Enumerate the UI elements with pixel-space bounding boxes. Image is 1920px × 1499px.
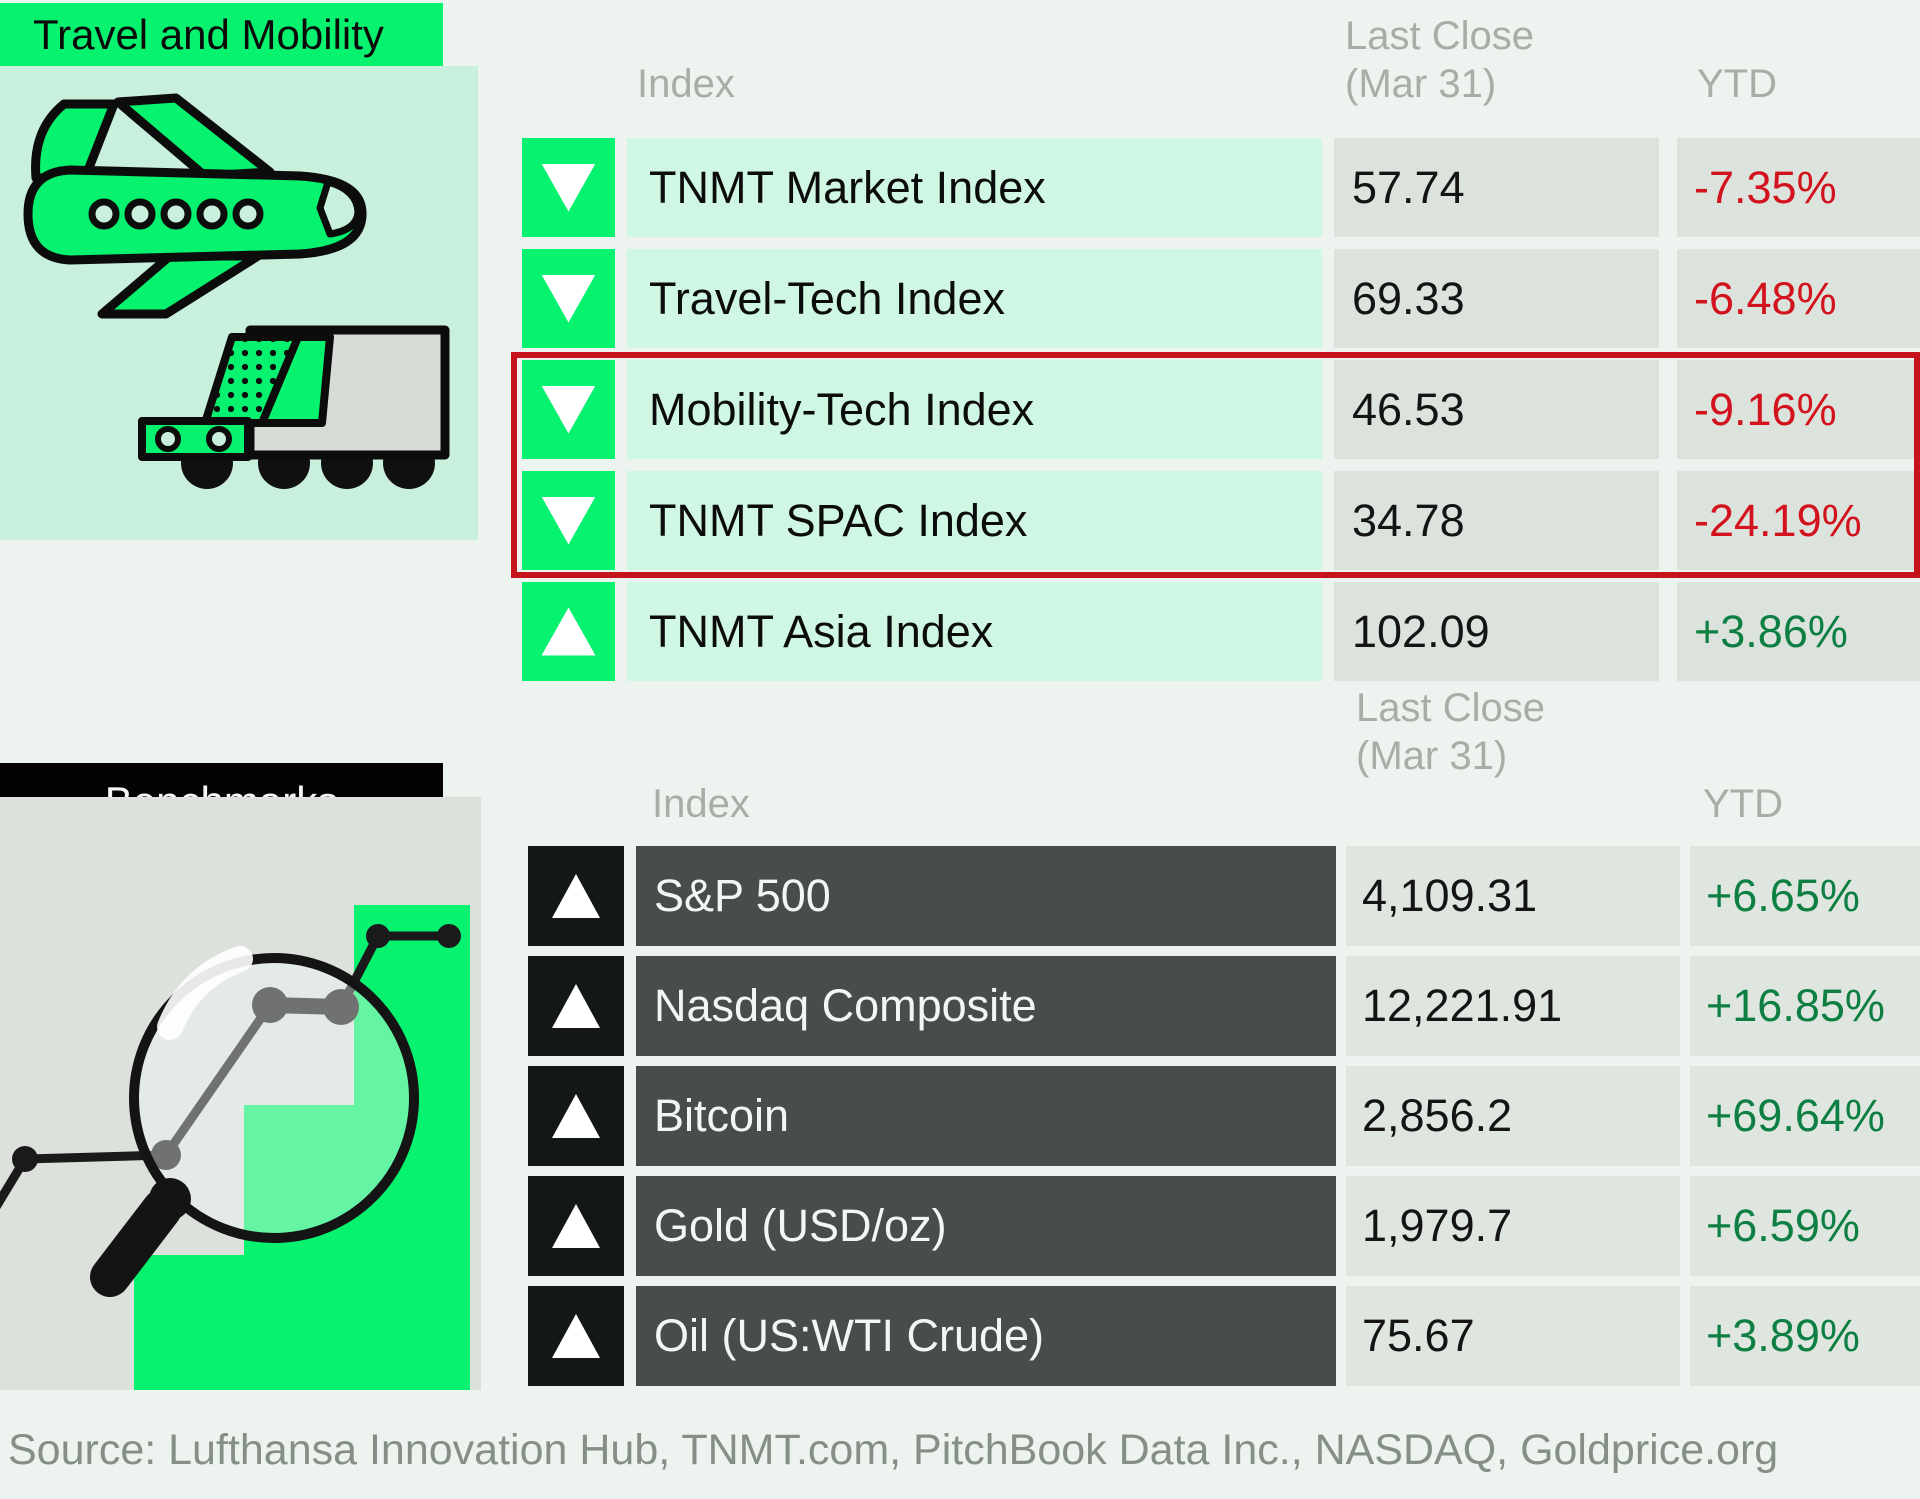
ytd-cell: +69.64% <box>1690 1066 1920 1166</box>
last-close-cell: 12,221.91 <box>1346 956 1680 1056</box>
last-close-cell: 69.33 <box>1334 249 1659 348</box>
last-close-cell: 4,109.31 <box>1346 846 1680 946</box>
t1-col-header-index: Index <box>637 62 735 106</box>
ytd-cell: +16.85% <box>1690 956 1920 1056</box>
last-close-cell: 2,856.2 <box>1346 1066 1680 1166</box>
triangle-up-icon <box>552 874 600 918</box>
index-row: S&P 500 4,109.31 +6.65% <box>528 846 1920 946</box>
ytd-cell: -6.48% <box>1677 249 1920 348</box>
t1-col-header-last-close: Last Close (Mar 31) <box>1345 14 1534 106</box>
trend-arrow <box>528 1176 624 1276</box>
last-close-cell: 75.67 <box>1346 1286 1680 1386</box>
t2-col-header-last-close: Last Close (Mar 31) <box>1356 686 1545 778</box>
travel-illustration-panel <box>0 66 478 540</box>
index-row: Nasdaq Composite 12,221.91 +16.85% <box>528 956 1920 1056</box>
index-name-cell: Mobility-Tech Index <box>627 360 1322 459</box>
last-close-cell: 102.09 <box>1334 582 1659 681</box>
trend-arrow <box>522 582 615 681</box>
travel-index-table: TNMT Market Index 57.74 -7.35% Travel-Te… <box>522 138 1920 693</box>
index-name-cell: S&P 500 <box>636 846 1336 946</box>
trend-arrow <box>522 471 615 570</box>
index-name-cell: TNMT Asia Index <box>627 582 1322 681</box>
benchmarks-table: S&P 500 4,109.31 +6.65% Nasdaq Composite… <box>528 846 1920 1396</box>
index-name-cell: Bitcoin <box>636 1066 1336 1166</box>
source-line: Source: Lufthansa Innovation Hub, TNMT.c… <box>8 1426 1779 1474</box>
trend-arrow <box>528 1286 624 1386</box>
triangle-down-icon <box>541 163 596 212</box>
index-row: Mobility-Tech Index 46.53 -9.16% <box>522 360 1920 459</box>
index-name-cell: Gold (USD/oz) <box>636 1176 1336 1276</box>
benchmarks-illustration-panel <box>0 797 481 1390</box>
ytd-cell: -7.35% <box>1677 138 1920 237</box>
triangle-up-icon <box>552 1094 600 1138</box>
ytd-cell: +3.89% <box>1690 1286 1920 1386</box>
t1-col-header-ytd: YTD <box>1697 62 1777 106</box>
ytd-cell: +6.65% <box>1690 846 1920 946</box>
trend-arrow <box>528 1066 624 1166</box>
trend-arrow <box>522 138 615 237</box>
t2-col-header-ytd: YTD <box>1703 782 1783 826</box>
trend-arrow <box>522 249 615 348</box>
triangle-up-icon <box>552 1314 600 1358</box>
last-close-cell: 46.53 <box>1334 360 1659 459</box>
index-name-cell: Travel-Tech Index <box>627 249 1322 348</box>
index-name-cell: TNMT Market Index <box>627 138 1322 237</box>
trend-arrow <box>528 846 624 946</box>
magnifier-chart-icon <box>0 905 470 1390</box>
last-close-cell: 1,979.7 <box>1346 1176 1680 1276</box>
ytd-cell: -9.16% <box>1677 360 1920 459</box>
travel-illustration <box>23 93 450 489</box>
stairs-truck-icon <box>138 325 450 489</box>
travel-section-title-bar: Travel and Mobility <box>0 3 443 66</box>
airplane-icon <box>23 93 367 319</box>
travel-section-title: Travel and Mobility <box>33 10 384 58</box>
index-name-cell: Nasdaq Composite <box>636 956 1336 1056</box>
trend-arrow <box>528 956 624 1056</box>
ytd-cell: +6.59% <box>1690 1176 1920 1276</box>
index-row: TNMT Market Index 57.74 -7.35% <box>522 138 1920 237</box>
index-row: Bitcoin 2,856.2 +69.64% <box>528 1066 1920 1166</box>
triangle-up-icon <box>552 984 600 1028</box>
ytd-cell: +3.86% <box>1677 582 1920 681</box>
index-name-cell: TNMT SPAC Index <box>627 471 1322 570</box>
last-close-cell: 57.74 <box>1334 138 1659 237</box>
triangle-up-icon <box>552 1204 600 1248</box>
index-row: Travel-Tech Index 69.33 -6.48% <box>522 249 1920 348</box>
triangle-down-icon <box>541 385 596 434</box>
trend-arrow <box>522 360 615 459</box>
index-row: TNMT SPAC Index 34.78 -24.19% <box>522 471 1920 570</box>
triangle-down-icon <box>541 274 596 323</box>
last-close-cell: 34.78 <box>1334 471 1659 570</box>
triangle-down-icon <box>541 496 596 545</box>
t2-col-header-index: Index <box>652 782 750 826</box>
index-row: Oil (US:WTI Crude) 75.67 +3.89% <box>528 1286 1920 1386</box>
ytd-cell: -24.19% <box>1677 471 1920 570</box>
index-row: Gold (USD/oz) 1,979.7 +6.59% <box>528 1176 1920 1276</box>
index-row: TNMT Asia Index 102.09 +3.86% <box>522 582 1920 681</box>
triangle-up-icon <box>541 607 596 656</box>
index-name-cell: Oil (US:WTI Crude) <box>636 1286 1336 1386</box>
